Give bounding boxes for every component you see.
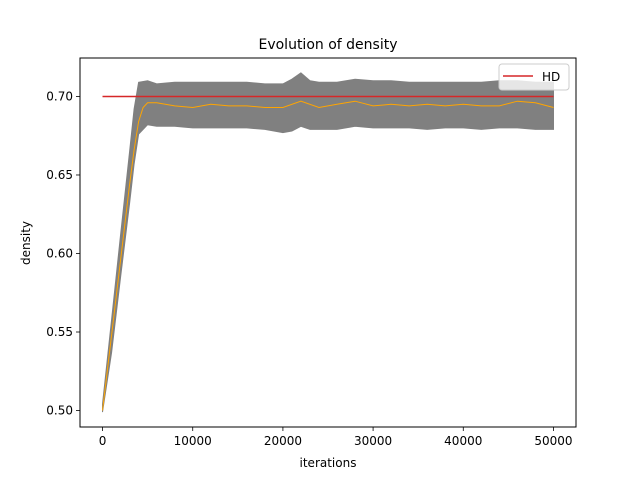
legend-label-hd: HD	[542, 70, 560, 84]
variance-band	[102, 72, 554, 413]
plot-frame	[79, 57, 577, 428]
y-tick-label: 0.70	[46, 89, 73, 103]
x-tick-label: 10000	[174, 434, 212, 448]
x-tick-label: 0	[99, 434, 107, 448]
x-tick-label: 50000	[534, 434, 572, 448]
series-line-mean	[102, 100, 554, 411]
y-axis-ticks: 0.50 0.55 0.60 0.65 0.70	[46, 89, 80, 418]
x-tick-label: 30000	[354, 434, 392, 448]
y-tick-label: 0.65	[46, 168, 73, 182]
x-tick-label: 40000	[444, 434, 482, 448]
legend: HD	[498, 63, 570, 91]
y-tick-label: 0.55	[46, 325, 73, 339]
chart-title: Evolution of density	[258, 37, 397, 53]
y-tick-label: 0.50	[46, 404, 73, 418]
x-tick-label: 20000	[264, 434, 302, 448]
plot-area	[102, 72, 554, 413]
y-tick-label: 0.60	[46, 246, 73, 260]
y-axis-label: density	[19, 221, 33, 265]
x-axis-label: iterations	[300, 456, 357, 470]
x-axis-ticks: 0 10000 20000 30000 40000 50000	[99, 427, 573, 448]
legend-box	[498, 63, 570, 91]
